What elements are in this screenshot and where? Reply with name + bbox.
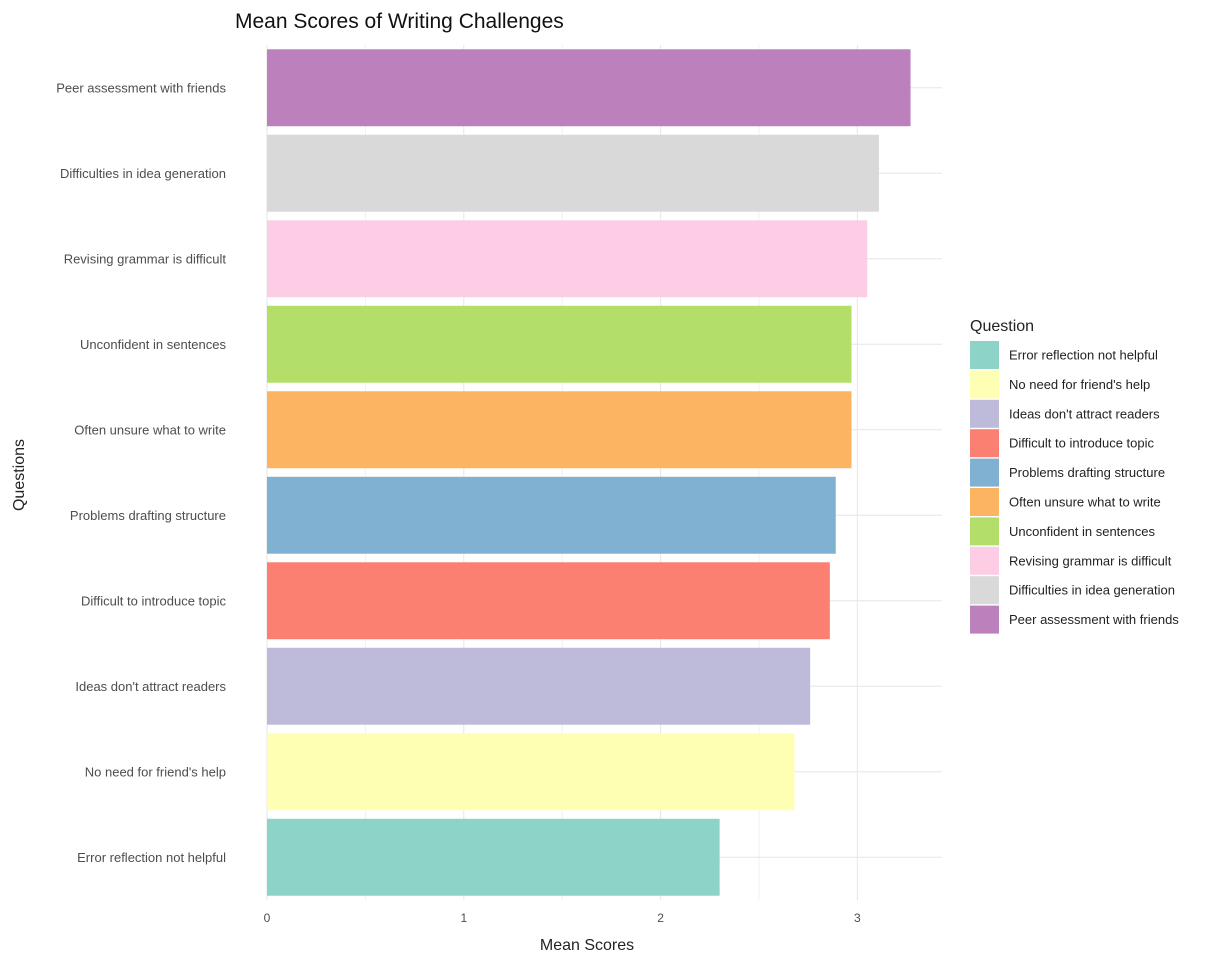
legend: Question Error reflection not helpful No … [970, 318, 1179, 634]
x-tick-label: 0 [264, 911, 271, 925]
bar [267, 220, 868, 298]
y-tick-label: No need for friend's help [85, 764, 226, 779]
legend-label: Peer assessment with friends [1009, 612, 1179, 627]
legend-key [970, 517, 999, 546]
y-tick-label: Difficult to introduce topic [81, 593, 226, 608]
legend-label: Error reflection not helpful [1009, 348, 1158, 363]
x-tick-labels: 0 1 2 3 [264, 911, 861, 925]
y-tick-label: Difficulties in idea generation [60, 166, 226, 181]
bar [267, 733, 795, 811]
legend-label: Often unsure what to write [1009, 495, 1161, 510]
y-tick-label: Ideas don't attract readers [75, 679, 226, 694]
legend-label: Ideas don't attract readers [1009, 406, 1160, 421]
y-axis-title: Questions [11, 439, 28, 511]
legend-key [970, 605, 999, 634]
bar [267, 647, 811, 725]
bar [267, 818, 720, 896]
legend-key [970, 546, 999, 575]
legend-label: Problems drafting structure [1009, 465, 1165, 480]
category-labels: Error reflection not helpful No need for … [56, 80, 226, 865]
chart-title: Mean Scores of Writing Challenges [235, 10, 564, 33]
y-tick-label: Peer assessment with friends [56, 80, 226, 95]
legend-key [970, 488, 999, 516]
legend-key [970, 370, 999, 399]
bar [267, 305, 852, 383]
legend-key [970, 458, 999, 487]
legend-label: Revising grammar is difficult [1009, 553, 1172, 568]
y-tick-label: Problems drafting structure [70, 508, 226, 523]
bar [267, 476, 836, 554]
legend-key [970, 576, 999, 605]
legend-key [970, 341, 999, 369]
y-tick-label: Error reflection not helpful [77, 850, 226, 865]
bar [267, 49, 911, 127]
legend-label: Difficulties in idea generation [1009, 583, 1175, 598]
x-axis-title: Mean Scores [540, 937, 634, 954]
x-tick-label: 3 [854, 911, 861, 925]
legend-key [970, 399, 999, 428]
bar [267, 134, 880, 212]
bar [267, 391, 852, 469]
y-tick-label: Revising grammar is difficult [64, 251, 227, 266]
y-tick-label: Often unsure what to write [74, 422, 226, 437]
x-tick-label: 2 [657, 911, 664, 925]
y-tick-label: Unconfident in sentences [80, 337, 226, 352]
bars [267, 49, 911, 896]
legend-label: Unconfident in sentences [1009, 524, 1155, 539]
x-tick-label: 1 [460, 911, 467, 925]
legend-items: Error reflection not helpful No need for … [970, 341, 1179, 634]
legend-label: No need for friend's help [1009, 377, 1150, 392]
legend-title: Question [970, 318, 1034, 335]
legend-key [970, 429, 999, 458]
bar [267, 562, 830, 640]
legend-label: Difficult to introduce topic [1009, 436, 1154, 451]
